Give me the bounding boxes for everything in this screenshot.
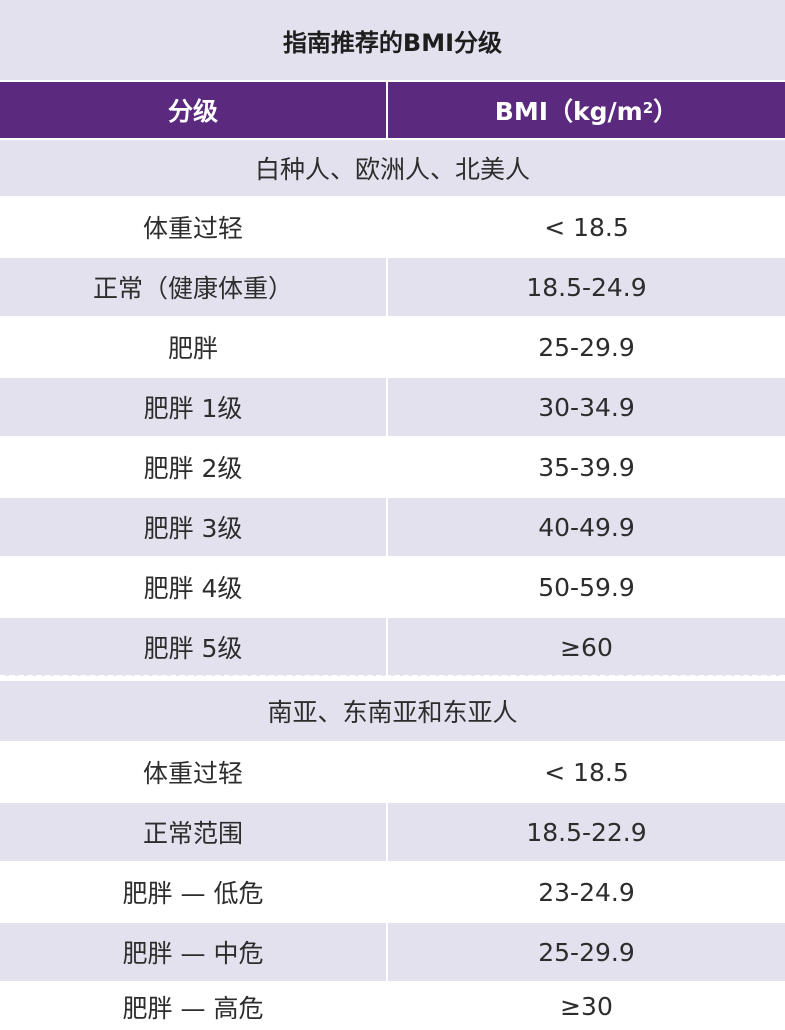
bmi-cell: 25-29.9	[538, 332, 635, 362]
table-row: 肥胖 1级 30-34.9	[0, 378, 785, 436]
table-row: 体重过轻 < 18.5	[0, 198, 785, 256]
header-bmi-sup: 2	[642, 99, 654, 117]
table-row: 肥胖 25-29.9	[0, 318, 785, 376]
table-row: 体重过轻 < 18.5	[0, 743, 785, 801]
bmi-cell: ≥60	[560, 632, 613, 662]
bmi-cell: < 18.5	[544, 212, 629, 242]
grade-cell: 肥胖 3级	[0, 498, 388, 556]
grade-cell: 肥胖 — 低危	[0, 863, 388, 921]
table-header: 分级 BMI（kg/m 2）	[0, 82, 785, 138]
table-row: 肥胖 3级 40-49.9	[0, 498, 785, 556]
bmi-cell: 25-29.9	[538, 937, 635, 967]
bmi-cell: ≥30	[560, 992, 613, 1021]
grade-cell: 肥胖 1级	[0, 378, 388, 436]
group-label-text: 白种人、欧洲人、北美人	[254, 155, 530, 184]
grade-cell: 肥胖 4级	[0, 558, 388, 616]
bmi-cell: 40-49.9	[538, 512, 635, 542]
group-label-western: 白种人、欧洲人、北美人	[0, 140, 785, 196]
bmi-cell: 50-59.9	[538, 572, 635, 602]
bmi-cell: 30-34.9	[538, 392, 635, 422]
table-row: 肥胖 — 中危 25-29.9	[0, 923, 785, 981]
grade-cell: 肥胖 2级	[0, 438, 388, 496]
group-divider	[0, 675, 785, 678]
grade-cell: 肥胖 5级	[0, 618, 388, 676]
bmi-cell: 23-24.9	[538, 877, 635, 907]
table-row: 正常范围 18.5-22.9	[0, 803, 785, 861]
header-bmi-close: ）	[653, 97, 679, 126]
bmi-cell: 35-39.9	[538, 452, 635, 482]
table-row: 肥胖 — 低危 23-24.9	[0, 863, 785, 921]
table-title: 指南推荐的BMI分级	[0, 0, 785, 80]
header-bmi: BMI（kg/m 2）	[388, 82, 785, 138]
table-row: 肥胖 5级 ≥60	[0, 618, 785, 676]
grade-cell: 肥胖 — 中危	[0, 923, 388, 981]
grade-cell: 肥胖	[0, 318, 388, 376]
table-row: 肥胖 — 高危 ≥30	[0, 983, 785, 1030]
bmi-cell: 18.5-24.9	[526, 272, 647, 302]
grade-cell: 肥胖 — 高危	[0, 983, 388, 1030]
bmi-cell: < 18.5	[544, 757, 629, 787]
group-label-asian: 南亚、东南亚和东亚人	[0, 681, 785, 741]
grade-cell: 正常（健康体重）	[0, 258, 388, 316]
table-row: 正常（健康体重） 18.5-24.9	[0, 258, 785, 316]
bmi-cell: 18.5-22.9	[526, 817, 647, 847]
grade-cell: 体重过轻	[0, 743, 388, 801]
grade-cell: 体重过轻	[0, 198, 388, 256]
grade-cell: 正常范围	[0, 803, 388, 861]
group-label-text: 南亚、东南亚和东亚人	[267, 698, 518, 727]
header-grade: 分级	[0, 82, 388, 138]
header-bmi-label: BMI（kg/m	[494, 97, 643, 126]
table-row: 肥胖 4级 50-59.9	[0, 558, 785, 616]
table-row: 肥胖 2级 35-39.9	[0, 438, 785, 496]
